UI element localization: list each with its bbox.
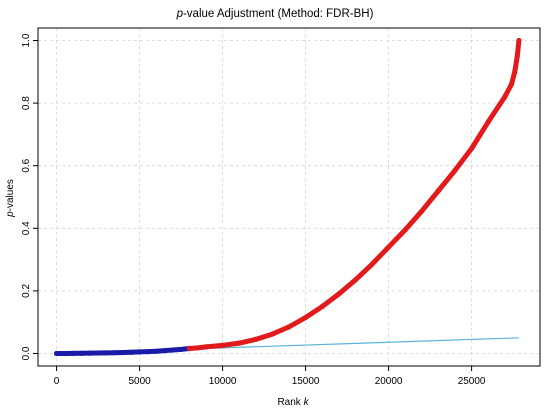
series-significant-point-5 [95,350,101,356]
y-tick-label-3: 0.6 [21,158,32,172]
series-significant-point-3 [78,350,85,356]
series-not-significant-point-21 [508,81,515,87]
x-axis-title-italic: k [304,397,310,408]
series-not-significant-point-15 [419,208,425,214]
series-not-significant-point-5 [253,336,259,342]
series-significant-point-13 [161,348,168,354]
series-significant-point-6 [103,350,109,356]
series-significant-point-7 [112,350,118,356]
x-axis-title-prefix: Rank [277,397,303,408]
y-tick-label-5: 1.0 [21,33,32,47]
chart-title: p-value Adjustment (Method: FDR-BH) [176,8,374,20]
series-not-significant-point-3 [219,342,226,348]
series-not-significant-point-11 [352,277,359,283]
series-not-significant-point-14 [402,227,408,233]
series-significant-point-2 [70,350,76,356]
series-not-significant-point-8 [303,314,309,321]
series-significant-point-12 [153,348,159,354]
chart-title-italic: p [176,8,184,20]
series-not-significant-point-10 [336,291,342,297]
series-significant-point-11 [145,349,151,355]
y-axis-title: p-values [5,179,16,218]
series-not-significant-point-17 [452,167,458,173]
series-not-significant-point-22 [512,69,518,75]
series-not-significant-point-9 [319,303,325,310]
series-not-significant-point-1 [195,345,201,351]
series-not-significant-point-24 [516,37,522,44]
series-significant-point-10 [136,349,143,355]
series-not-significant-point-12 [369,261,375,267]
series-not-significant-point-6 [269,331,275,337]
series-not-significant-point-16 [435,188,442,194]
series-significant-point-1 [62,350,68,357]
x-tick-label-3: 15000 [292,376,320,387]
x-tick-label-4: 20000 [375,376,403,387]
y-axis-title-rest: -values [5,179,16,211]
grid-lines [38,28,540,366]
series-significant-point-4 [87,350,93,356]
x-axis-title: Rank k [277,397,309,408]
series-not-significant-point-18 [469,145,475,152]
series-not-significant-point-2 [203,344,209,350]
x-tick-label-2: 10000 [209,376,237,387]
y-axis-title-italic: p [5,211,16,218]
series-not-significant-point-20 [502,94,508,100]
plot-frame [37,27,541,367]
data-series [53,37,522,357]
x-tick-label-0: 0 [54,376,60,387]
series-not-significant-curve [186,38,522,351]
series-not-significant-point-19 [485,119,491,125]
series-not-significant-point-23 [514,53,520,59]
y-tick-label-2: 0.4 [21,221,32,235]
x-axis: 0 5000 10000 15000 20000 25000 [54,366,486,387]
series-not-significant-point-4 [236,340,242,346]
y-tick-label-4: 0.8 [21,96,32,110]
series-significant-point-8 [120,349,126,356]
x-tick-label-1: 5000 [128,376,151,387]
series-not-significant-point-7 [286,324,292,330]
series-significant-point-14 [170,347,176,353]
series-not-significant-point-0 [186,345,192,352]
y-tick-label-1: 0.2 [21,284,32,298]
series-significant-point-15 [178,346,184,353]
series-significant-point-0 [53,350,60,357]
y-axis: 0.0 0.2 0.4 0.6 0.8 1.0 [21,33,38,360]
y-tick-label-0: 0.0 [21,346,32,360]
x-tick-label-5: 25000 [458,376,486,387]
chart-title-rest: -value Adjustment (Method: FDR-BH) [183,8,374,20]
series-significant-point-9 [128,349,134,355]
series-not-significant-point-13 [386,244,392,250]
